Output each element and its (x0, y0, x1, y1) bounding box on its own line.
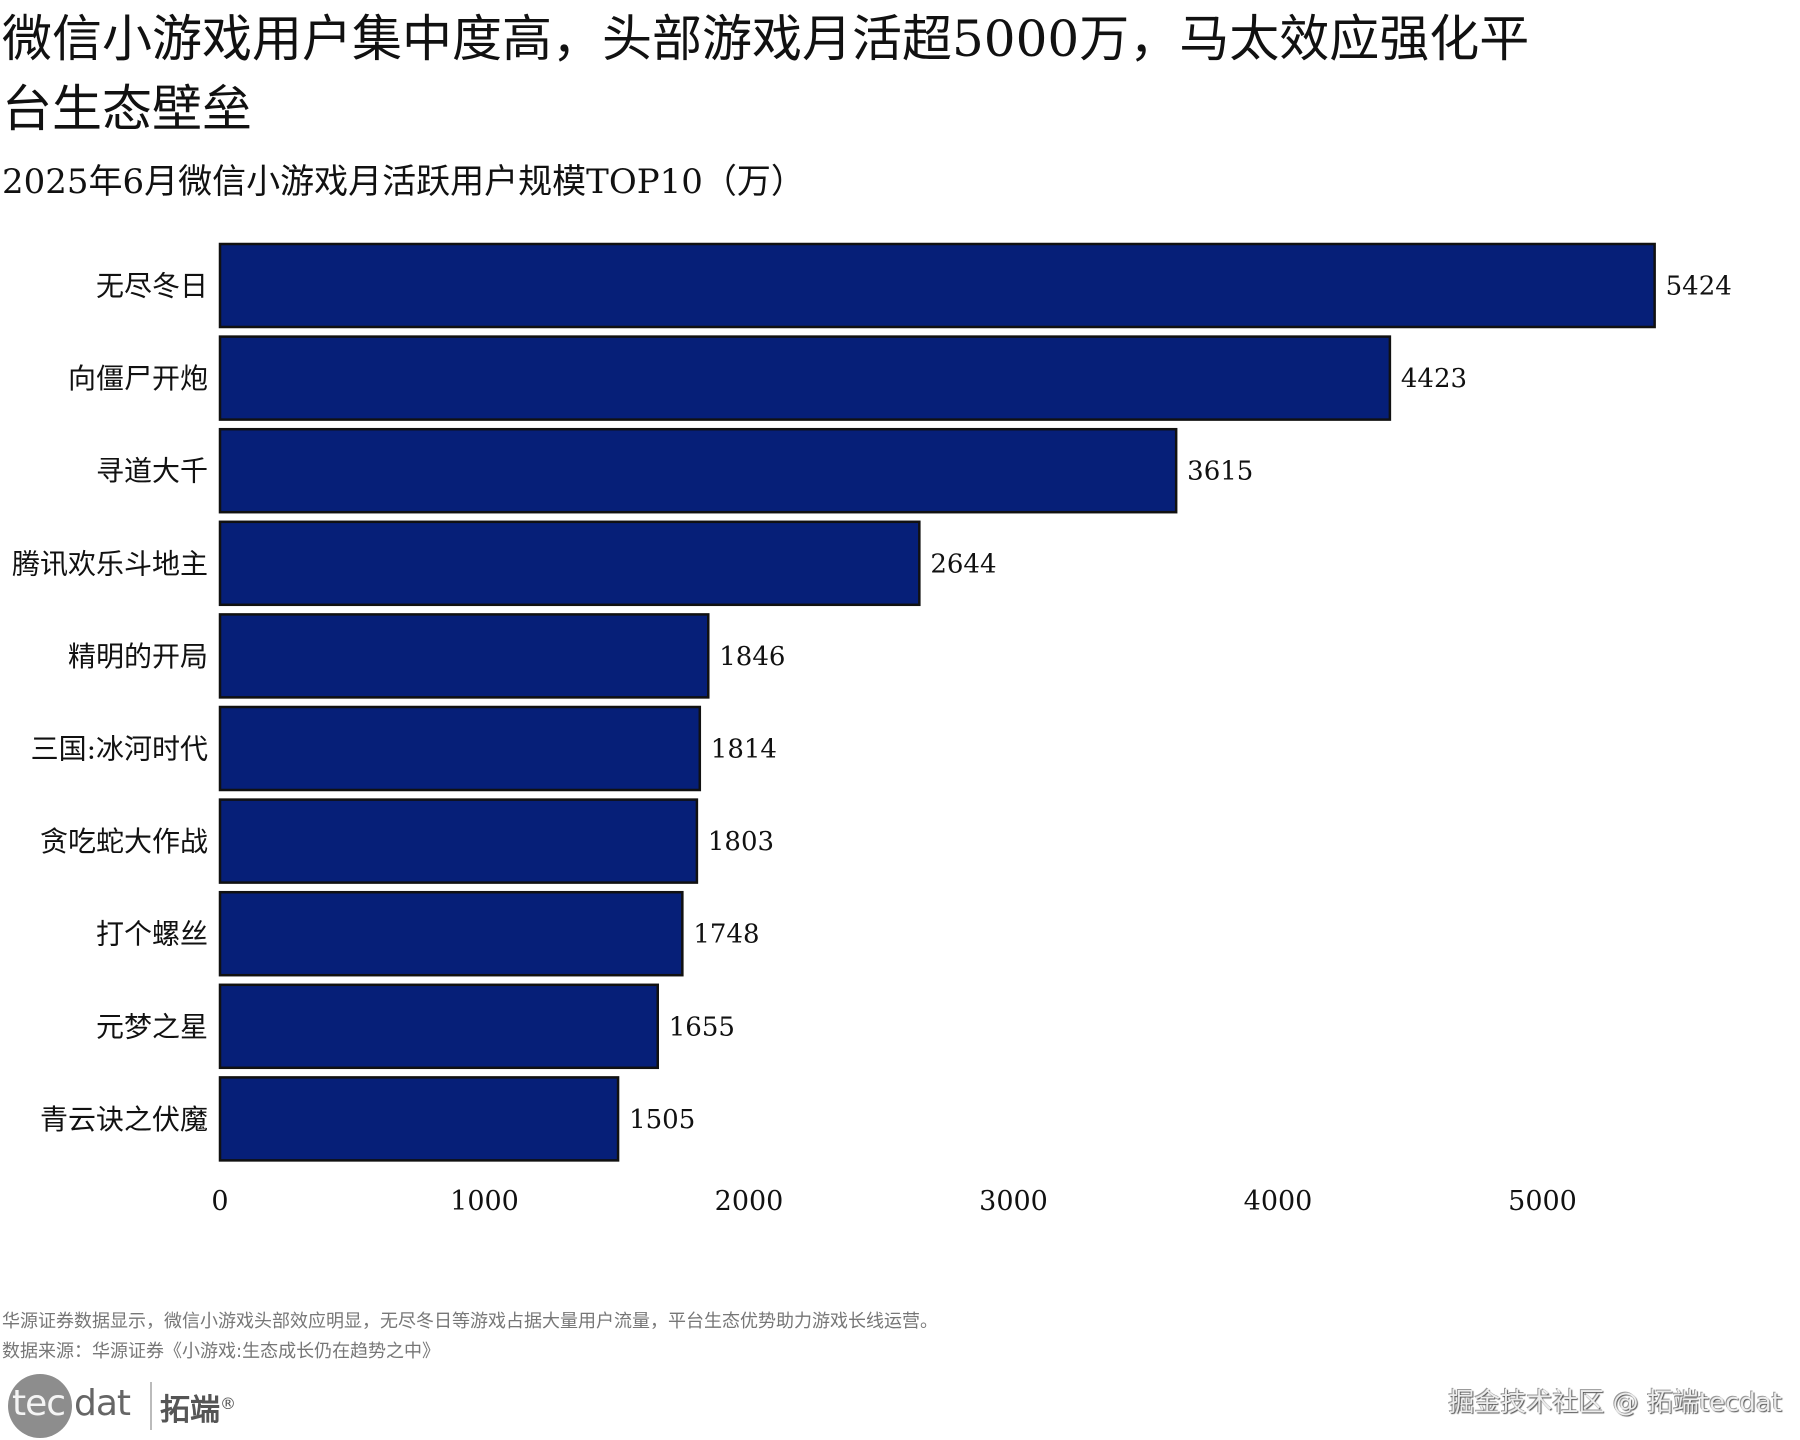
chart-title: 微信小游戏用户集中度高，头部游戏月活超5000万，马太效应强化平台生态壁垒 (2, 10, 1530, 138)
x-tick-label: 2000 (715, 1186, 784, 1217)
value-label: 1814 (711, 735, 777, 765)
bar-8 (218, 890, 684, 977)
x-tick-label: 0 (211, 1186, 228, 1217)
logo-cn-text: 拓端® (160, 1384, 236, 1431)
bar-5 (218, 613, 710, 699)
chart-subtitle: 2025年6月微信小游戏月活跃用户规模TOP10（万） (2, 162, 805, 202)
tecdat-logo: tec dat 拓端® (4, 1374, 264, 1440)
x-tick-label: 4000 (1244, 1186, 1313, 1217)
bar-4 (218, 520, 921, 607)
watermark: 掘金技术社区 @ 拓端tecdat (1448, 1388, 1782, 1418)
x-axis-ticks-group: 0 1000 2000 3000 4000 5000 (211, 1186, 1576, 1217)
category-label: 打个螺丝 (96, 918, 208, 951)
bar-9 (218, 983, 659, 1070)
footer-source: 数据来源：华源证券《小游戏:生态成长仍在趋势之中》 (2, 1341, 441, 1362)
x-tick-label: 5000 (1508, 1186, 1577, 1217)
value-labels-group: 5424 4423 3615 2644 1846 1814 1803 1748 1655 1505 (629, 272, 1732, 1135)
registered-mark: ® (220, 1394, 236, 1413)
value-label: 5424 (1666, 272, 1732, 302)
category-label: 腾讯欢乐斗地主 (12, 547, 208, 580)
logo-tec-text: tec (12, 1383, 66, 1424)
bar-7 (218, 798, 699, 884)
logo-dat-text: dat (74, 1383, 131, 1424)
value-label: 3615 (1187, 457, 1253, 487)
logo-cn-name: 拓端 (160, 1393, 220, 1428)
bar-chart: 无尽冬日向僵尸开炮寻道大千腾讯欢乐斗地主精明的开局三国:冰河时代贪吃蛇大作战打个… (12, 242, 1732, 1217)
category-label: 向僵尸开炮 (68, 362, 208, 395)
category-label: 贪吃蛇大作战 (40, 825, 208, 858)
value-label: 1748 (693, 920, 759, 950)
bar-10 (218, 1076, 620, 1162)
value-label: 1803 (708, 827, 774, 857)
value-label: 4423 (1401, 364, 1467, 394)
category-label: 三国:冰河时代 (31, 733, 208, 766)
category-label: 元梦之星 (96, 1010, 208, 1043)
logo-circle-icon (8, 1374, 72, 1438)
footer-note: 华源证券数据显示，微信小游戏头部效应明显，无尽冬日等游戏占据大量用户流量，平台生… (2, 1311, 938, 1332)
category-label: 无尽冬日 (96, 270, 208, 303)
bars-group (218, 242, 1656, 1162)
bar-3 (218, 427, 1178, 514)
category-labels-group: 无尽冬日向僵尸开炮寻道大千腾讯欢乐斗地主精明的开局三国:冰河时代贪吃蛇大作战打个… (12, 270, 208, 1136)
category-label: 精明的开局 (68, 640, 208, 673)
category-label: 青云诀之伏魔 (40, 1103, 208, 1136)
bar-6 (218, 705, 702, 792)
value-label: 1655 (669, 1012, 735, 1042)
category-label: 寻道大千 (96, 455, 208, 488)
x-tick-label: 1000 (450, 1186, 519, 1217)
x-tick-label: 3000 (979, 1186, 1048, 1217)
value-label: 1505 (629, 1105, 695, 1135)
bar-2 (218, 335, 1392, 421)
logo-divider (150, 1382, 152, 1430)
value-label: 2644 (930, 549, 996, 579)
value-label: 1846 (719, 642, 785, 672)
bar-1 (218, 242, 1656, 329)
